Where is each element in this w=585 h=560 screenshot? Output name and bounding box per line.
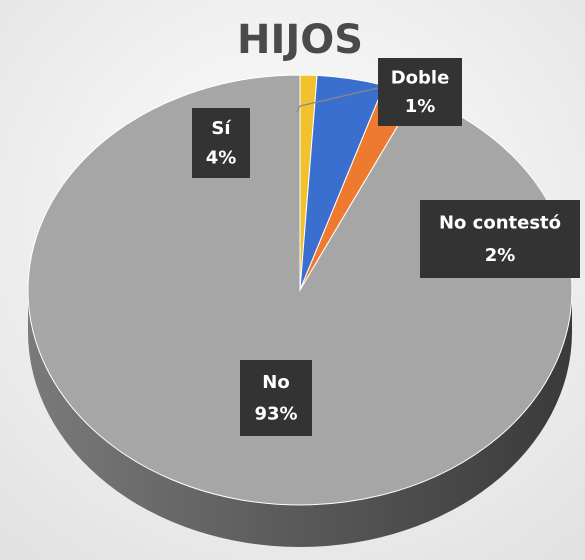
leader-line xyxy=(296,87,379,113)
pie-slice xyxy=(27,74,573,506)
label-value: 1% xyxy=(405,96,436,117)
label-category: No contestó xyxy=(439,212,561,233)
label-box xyxy=(240,360,312,436)
label-value: 4% xyxy=(206,147,237,168)
pie-side xyxy=(28,290,572,547)
pie xyxy=(27,74,573,547)
chart-title: HIJOS xyxy=(237,17,363,63)
label-box xyxy=(378,58,462,126)
label-category: Doble xyxy=(391,67,450,88)
label-box xyxy=(420,200,580,278)
label-category: No xyxy=(262,372,289,393)
label-category: Sí xyxy=(211,118,231,139)
label-value: 2% xyxy=(485,245,516,266)
data-labels: Doble 1% Sí 4% No contestó 2% No 93% xyxy=(192,58,580,436)
label-value: 93% xyxy=(254,404,297,425)
label-box xyxy=(192,108,250,178)
